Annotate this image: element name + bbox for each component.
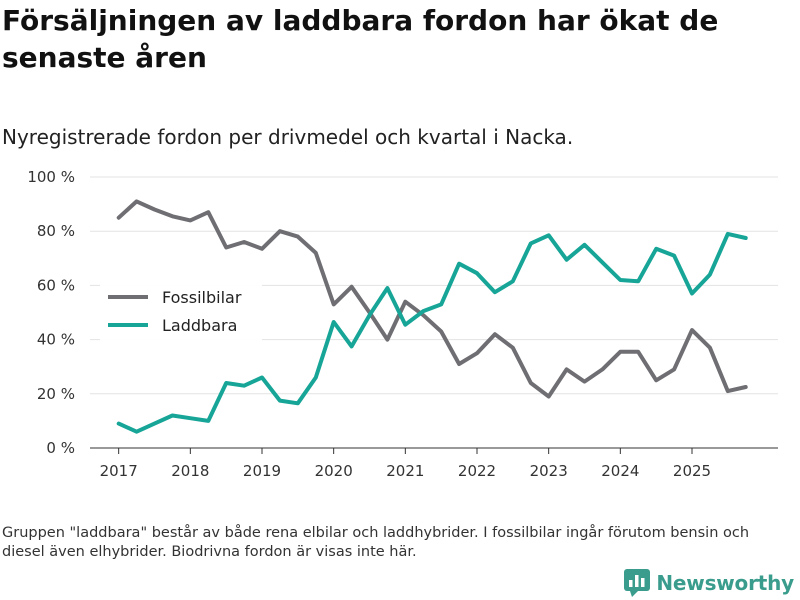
y-tick-label: 80 % [37, 222, 75, 240]
brand-name: Newsworthy [656, 571, 794, 595]
y-tick-label: 100 % [27, 168, 75, 186]
x-tick-label: 2018 [171, 462, 209, 480]
y-tick-label: 40 % [37, 331, 75, 349]
x-axis: 2017 2018 2019 2020 2021 2022 2023 2024 2025 [90, 447, 778, 480]
newsworthy-logo: Newsworthy [624, 568, 794, 598]
series-line-fossilbilar [116, 199, 748, 399]
x-tick-label: 2021 [386, 462, 424, 480]
x-tick-label: 2023 [530, 462, 568, 480]
newsworthy-logo-icon [624, 569, 651, 597]
x-tick-label: 2017 [100, 462, 138, 480]
x-tick-label: 2025 [673, 462, 711, 480]
y-tick-label: 0 % [46, 439, 75, 457]
x-tick-label: 2022 [458, 462, 496, 480]
legend-label: Fossilbilar [162, 288, 242, 307]
y-axis-tick-labels: 0 % 20 % 40 % 60 % 80 % 100 % [27, 168, 75, 457]
x-tick-label: 2024 [601, 462, 639, 480]
x-tick-label: 2019 [243, 462, 281, 480]
legend-background [100, 277, 262, 347]
series-line-laddbara [116, 231, 748, 434]
chart-title: Försäljningen av laddbara fordon har öka… [2, 4, 719, 74]
y-tick-label: 60 % [37, 276, 75, 294]
x-tick-label: 2020 [315, 462, 353, 480]
footnote: Gruppen "laddbara" består av både rena e… [2, 525, 750, 560]
series-lines [116, 199, 748, 434]
legend-label: Laddbara [162, 316, 237, 335]
y-tick-label: 20 % [37, 385, 75, 403]
chart-subtitle: Nyregistrerade fordon per drivmedel och … [2, 125, 574, 149]
line-chart: 0 % 20 % 40 % 60 % 80 % 100 % 2017 2018 2019 202… [27, 168, 778, 480]
legend: Fossilbilar Laddbara [100, 277, 262, 347]
